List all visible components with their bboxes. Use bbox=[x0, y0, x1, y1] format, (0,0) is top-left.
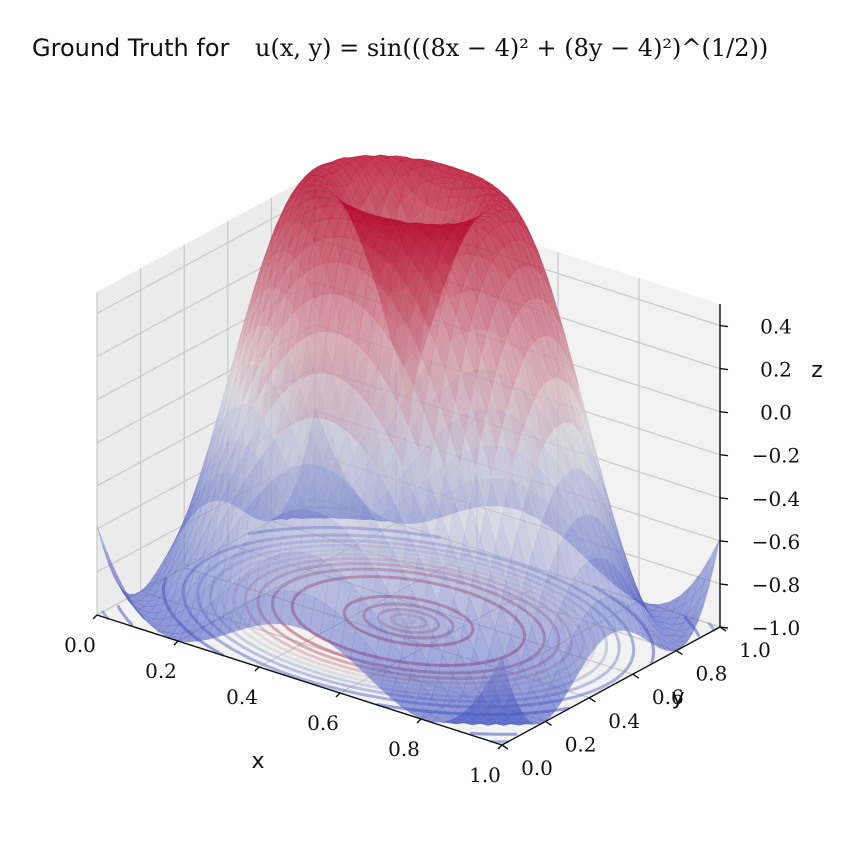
surface-patch bbox=[644, 622, 661, 649]
y-tick-mark bbox=[632, 673, 640, 679]
x-tick-mark bbox=[92, 614, 98, 620]
surface-patch bbox=[600, 596, 617, 634]
chart-title-formula: u(x, y) = sin(((8x − 4)² + (8y − 4)²)^(1… bbox=[255, 34, 768, 62]
axis-lines bbox=[96, 304, 721, 746]
surface-patch bbox=[682, 620, 699, 638]
surface-patch bbox=[687, 605, 704, 629]
y-tick-mark bbox=[501, 744, 509, 750]
x-tick-label: 1.0 bbox=[469, 763, 501, 787]
surface-patch bbox=[584, 608, 601, 650]
x-tick-mark bbox=[416, 718, 422, 724]
x-tick-label: 0.4 bbox=[226, 685, 258, 709]
surface-patch bbox=[655, 634, 672, 652]
surface-patch bbox=[671, 641, 688, 648]
contour-line bbox=[116, 605, 134, 626]
y-tick-label: 0.6 bbox=[652, 685, 684, 709]
contour-line bbox=[707, 622, 716, 632]
x-tick-mark bbox=[335, 692, 341, 698]
surface-patch bbox=[535, 703, 552, 722]
x-tick-label: 0.0 bbox=[64, 633, 96, 657]
y-tick-label: 0.0 bbox=[521, 756, 553, 780]
chart-title-prefix: Ground Truth for bbox=[32, 34, 230, 62]
x-axis-label: x bbox=[251, 749, 264, 774]
contour-line bbox=[101, 610, 110, 620]
surface-patch bbox=[491, 655, 508, 694]
z-tick-label: −0.6 bbox=[752, 530, 801, 554]
z-tick-mark bbox=[719, 497, 729, 500]
x-tick-label: 0.8 bbox=[388, 737, 420, 761]
z-tick-mark bbox=[719, 324, 729, 328]
z-tick-mark bbox=[719, 410, 729, 414]
surface-mesh bbox=[96, 154, 721, 726]
z-tick-label: −0.2 bbox=[752, 444, 801, 468]
y-axis-line bbox=[501, 626, 721, 746]
z-tick-label: 0.0 bbox=[760, 401, 792, 425]
y-axis-label: y bbox=[671, 685, 684, 710]
y-tick-mark bbox=[676, 650, 683, 656]
z-tick-label: −0.4 bbox=[752, 487, 801, 511]
surface-patch bbox=[595, 598, 612, 638]
z-axis-label: z bbox=[811, 358, 823, 383]
y-tick-label: 0.8 bbox=[695, 662, 727, 686]
surface-patch bbox=[540, 693, 557, 717]
tick-labels: 0.00.20.40.60.81.0 0.00.20.40.60.81.0−1.0… bbox=[64, 315, 800, 787]
contour-line bbox=[469, 731, 518, 736]
z-tick-mark bbox=[719, 367, 729, 371]
surface-patch bbox=[622, 600, 639, 636]
z-tick-label: −1.0 bbox=[752, 616, 801, 640]
x-tick-label: 0.6 bbox=[307, 711, 339, 735]
z-tick-label: −0.8 bbox=[752, 573, 801, 597]
x-tick-label: 0.2 bbox=[145, 659, 177, 683]
z-tick-mark bbox=[719, 454, 729, 457]
surface-patch bbox=[546, 681, 563, 710]
x-axis-line bbox=[96, 614, 503, 746]
surface-patch bbox=[676, 632, 694, 642]
y-tick-label: 0.4 bbox=[608, 709, 640, 733]
z-tick-mark bbox=[719, 583, 729, 586]
surface-patch bbox=[589, 602, 606, 643]
z-tick-mark bbox=[719, 540, 729, 543]
y-tick-label: 1.0 bbox=[739, 638, 771, 662]
surface-patch bbox=[638, 616, 656, 646]
x-tick-mark bbox=[497, 744, 503, 750]
z-tick-label: 0.4 bbox=[760, 315, 792, 339]
y-tick-mark bbox=[545, 720, 552, 726]
y-tick-mark bbox=[588, 697, 596, 703]
surface-patch bbox=[567, 634, 585, 674]
z-tick-mark bbox=[719, 626, 729, 629]
surface-patch bbox=[649, 628, 667, 651]
y-tick-label: 0.2 bbox=[565, 732, 597, 756]
z-tick-label: 0.2 bbox=[760, 358, 792, 382]
x-tick-mark bbox=[173, 640, 179, 646]
x-tick-mark bbox=[254, 666, 260, 672]
